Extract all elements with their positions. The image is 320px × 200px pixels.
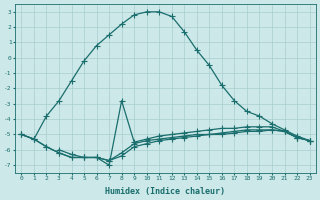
X-axis label: Humidex (Indice chaleur): Humidex (Indice chaleur) — [106, 187, 226, 196]
